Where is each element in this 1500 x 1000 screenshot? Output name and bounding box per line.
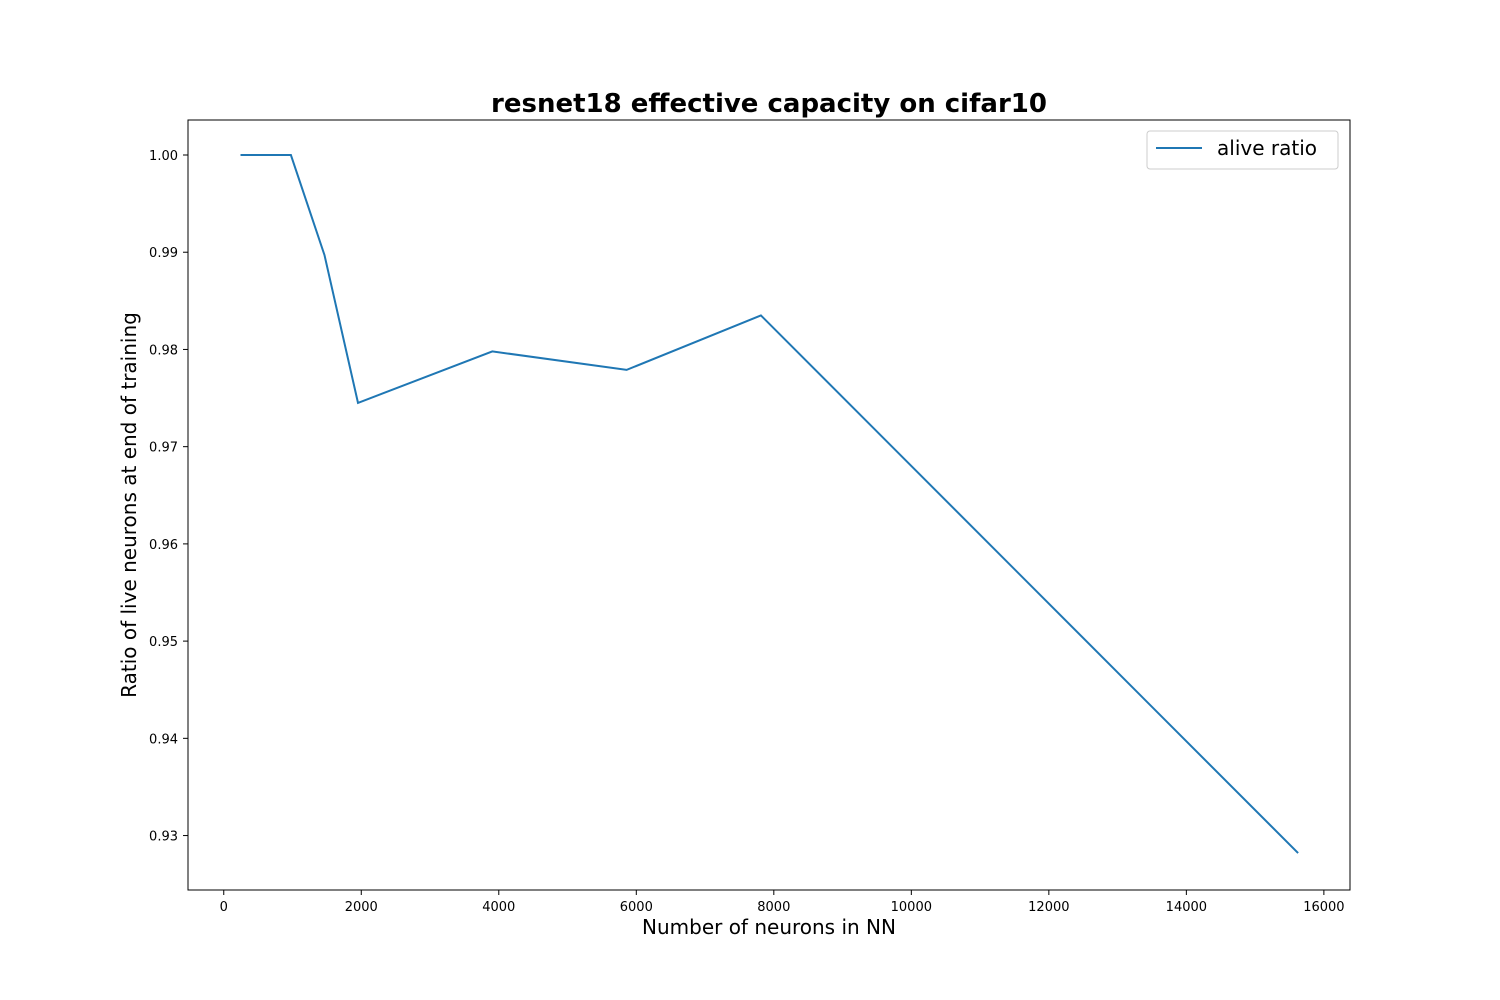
legend-label-alive-ratio: alive ratio [1217,136,1317,160]
x-tick-label: 8000 [757,900,790,915]
x-tick-label: 14000 [1166,900,1207,915]
y-tick-label: 0.93 [149,830,178,845]
y-axis-ticks: 0.93 0.94 0.95 0.96 0.97 0.98 0.99 1.00 [149,149,188,845]
x-tick-label: 16000 [1303,900,1344,915]
y-tick-label: 0.99 [149,246,178,261]
y-tick-label: 0.97 [149,441,178,456]
x-axis-ticks: 0 2000 4000 6000 8000 10000 12000 14000 16000 [220,890,1345,915]
x-tick-label: 6000 [620,900,653,915]
x-tick-label: 12000 [1028,900,1069,915]
y-axis-label: Ratio of live neurons at end of training [117,312,141,698]
y-tick-label: 0.94 [149,732,178,747]
legend-box [1146,130,1339,170]
plot-frame [187,119,1351,891]
plot-area [187,119,1351,891]
series-line-alive-ratio [240,154,1299,854]
x-tick-label: 2000 [345,900,378,915]
legend: alive ratio [1146,130,1339,170]
series-layer [240,154,1299,854]
x-tick-label: 4000 [482,900,515,915]
x-tick-label: 10000 [891,900,932,915]
x-axis-label: Number of neurons in NN [642,915,896,939]
y-tick-label: 0.95 [149,635,178,650]
y-tick-label: 1.00 [149,149,178,164]
chart-title: resnet18 effective capacity on cifar10 [491,89,1047,119]
x-tick-label: 0 [220,900,228,915]
y-tick-label: 0.96 [149,538,178,553]
y-tick-label: 0.98 [149,343,178,358]
